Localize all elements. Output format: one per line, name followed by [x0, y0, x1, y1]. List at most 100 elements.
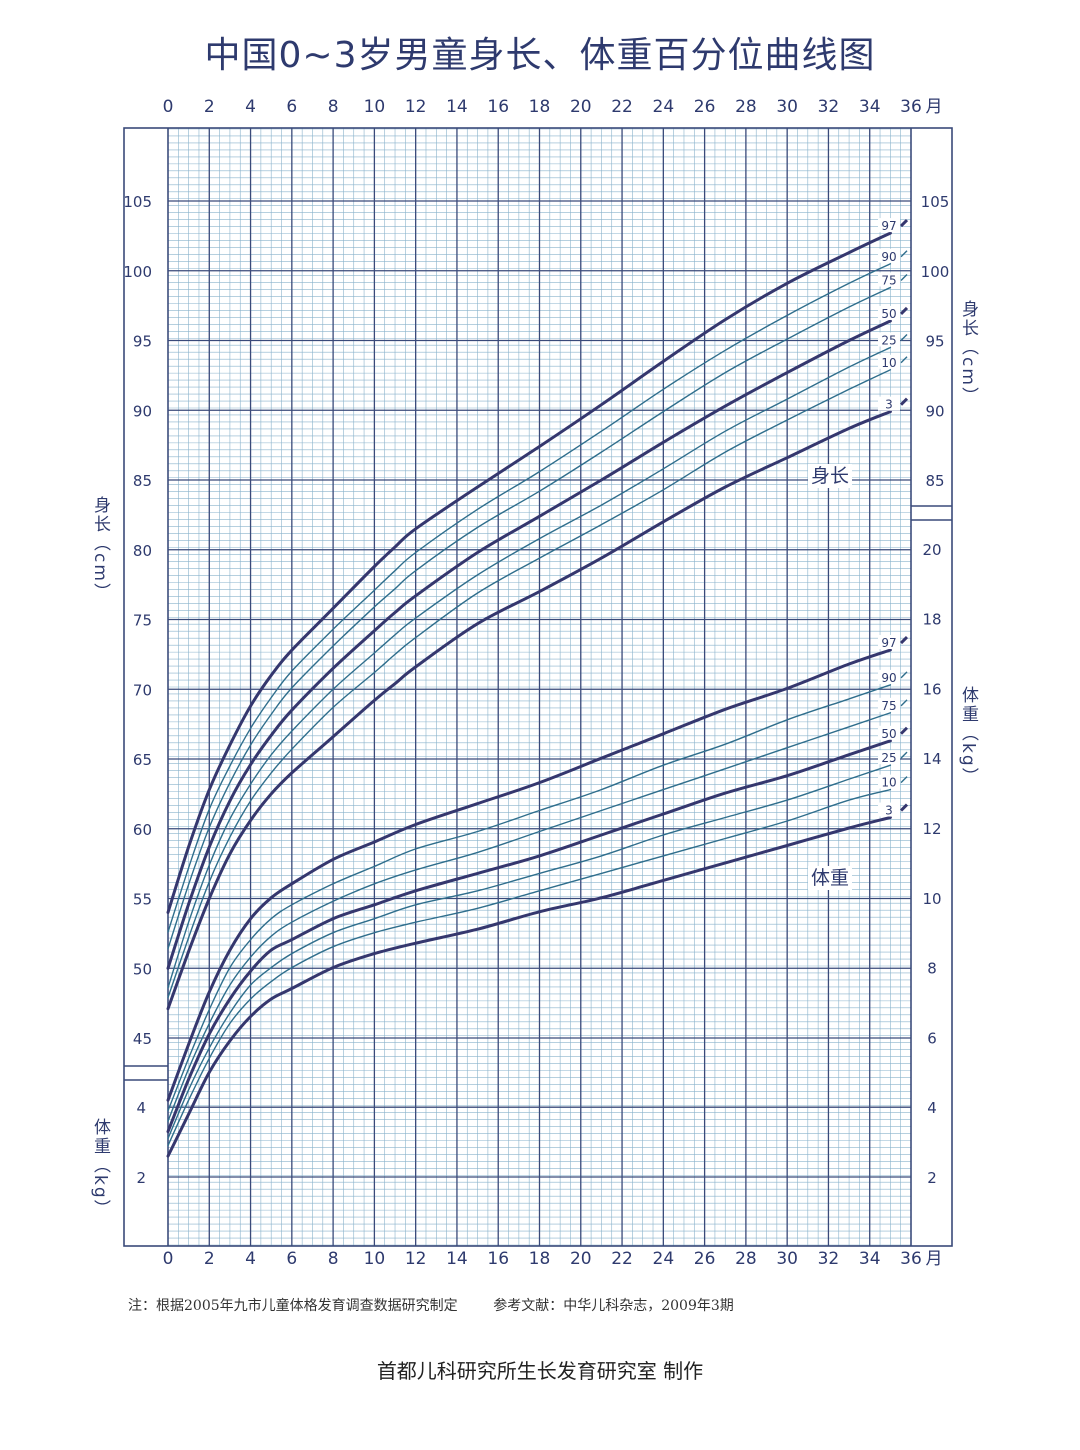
- length-curve-tail: [900, 250, 908, 258]
- chart-border: [123, 127, 953, 1247]
- x-tick-label-top: 22: [611, 97, 633, 117]
- weight-percentile-label: 90: [881, 671, 896, 685]
- x-tick-label-bottom: 30: [776, 1249, 798, 1269]
- length-tick-label-left: 85: [133, 472, 152, 490]
- length-curve-tail: [900, 333, 908, 341]
- length-tick-label-left: 90: [133, 402, 152, 420]
- x-tick-label-top: 2: [204, 97, 215, 117]
- weight-curve-tail: [900, 776, 908, 784]
- weight-curve-tail: [900, 699, 908, 707]
- weight-curve-tail: [899, 635, 909, 645]
- weight-curve-label-bg: [808, 866, 852, 890]
- length-label-bg: [878, 305, 900, 320]
- length-label-bg: [878, 272, 900, 287]
- length-tick-label-right: 95: [925, 333, 944, 351]
- x-tick-label-top: 34: [859, 97, 881, 117]
- chart-title: 中国0~3岁男童身长、体重百分位曲线图: [204, 35, 876, 76]
- weight-tick-label-right: 8: [927, 960, 937, 978]
- x-tick-label-top: 14: [446, 97, 468, 117]
- x-unit-label: 月: [926, 1249, 943, 1269]
- length-tick-label-right: 85: [925, 472, 944, 490]
- growth-chart: 0022446688101012121414161618182020222224…: [90, 97, 979, 1269]
- weight-curve-tail: [900, 751, 908, 759]
- weight-tick-label-right: 2: [927, 1169, 937, 1187]
- length-label-bg: [878, 332, 900, 347]
- weight-label-bg: [878, 697, 900, 712]
- x-tick-label-bottom: 22: [611, 1249, 633, 1269]
- x-tick-label-top: 6: [286, 97, 297, 117]
- x-tick-label-bottom: 16: [487, 1249, 509, 1269]
- weight-curve-label: 体重: [811, 867, 849, 889]
- length-tick-label-right: 100: [921, 263, 950, 281]
- weight-tick-label-right: 12: [922, 820, 941, 838]
- footnote: 注：根据2005年九市儿童体格发育调查数据研究制定 参考文献：中华儿科杂志，20…: [128, 1298, 734, 1314]
- length-curve-label-bg: [808, 464, 852, 488]
- x-tick-label-top: 18: [529, 97, 551, 117]
- weight-percentile-label: 3: [885, 804, 893, 818]
- x-tick-label-bottom: 4: [245, 1249, 256, 1269]
- length-label-bg: [878, 218, 900, 233]
- axis-ticks: 0022446688101012121414161618182020222224…: [123, 97, 949, 1269]
- weight-curve-tail: [899, 726, 909, 735]
- length-curve-tail: [899, 306, 909, 316]
- weight-axis-title-right: 体重（kg）: [958, 686, 979, 787]
- length-curve-tail: [900, 356, 908, 364]
- length-percentile-label: 3: [885, 398, 893, 412]
- x-tick-label-bottom: 28: [735, 1249, 757, 1269]
- x-tick-label-top: 10: [364, 97, 386, 117]
- length-label-bg: [878, 354, 900, 369]
- weight-label-bg: [878, 669, 900, 684]
- weight-label-bg: [878, 725, 900, 740]
- x-tick-label-bottom: 10: [364, 1249, 386, 1269]
- weight-percentile-label: 25: [881, 751, 896, 765]
- weight-axis-title-left: 体重（kg）: [90, 1118, 111, 1219]
- weight-percentile-label: 10: [881, 776, 896, 790]
- x-unit-label: 月: [926, 97, 943, 117]
- credit-line: 首都儿科研究所生长发育研究室 制作: [376, 1359, 704, 1383]
- length-label-bg: [878, 396, 900, 411]
- x-tick-label-bottom: 6: [286, 1249, 297, 1269]
- x-tick-label-bottom: 2: [204, 1249, 215, 1269]
- weight-tick-label-right: 6: [927, 1029, 937, 1047]
- length-tick-label-left: 70: [133, 681, 152, 699]
- weight-percentile-label: 50: [881, 727, 896, 741]
- weight-tick-label-right: 16: [922, 680, 941, 698]
- x-tick-label-top: 4: [245, 97, 256, 117]
- length-curve-p97: [166, 231, 892, 914]
- weight-curve-p50: [166, 739, 892, 1134]
- x-tick-label-top: 28: [735, 97, 757, 117]
- x-tick-label-bottom: 18: [529, 1249, 551, 1269]
- length-tick-label-left: 100: [123, 263, 152, 281]
- chart-frame: [123, 127, 953, 1247]
- length-label-bg: [878, 248, 900, 263]
- x-tick-label-bottom: 14: [446, 1249, 468, 1269]
- weight-percentile-label: 75: [881, 699, 896, 713]
- length-percentile-label: 25: [881, 333, 896, 347]
- x-tick-label-top: 8: [328, 97, 339, 117]
- length-axis-title-right: 身长（cm）: [958, 300, 979, 406]
- length-tick-label-left: 80: [133, 542, 152, 560]
- length-percentile-label: 50: [881, 307, 896, 321]
- length-percentile-label: 97: [881, 219, 896, 233]
- length-tick-label-left: 65: [133, 751, 152, 769]
- weight-tick-label-right: 20: [922, 541, 941, 559]
- x-tick-label-bottom: 8: [328, 1249, 339, 1269]
- length-tick-label-left: 75: [133, 612, 152, 630]
- length-percentile-label: 90: [881, 250, 896, 264]
- x-tick-label-bottom: 36: [900, 1249, 922, 1269]
- length-tick-label-left: 95: [133, 333, 152, 351]
- weight-tick-label-left: 2: [136, 1169, 146, 1187]
- x-tick-label-top: 30: [776, 97, 798, 117]
- x-tick-label-bottom: 32: [818, 1249, 840, 1269]
- weight-label-bg: [878, 802, 900, 817]
- length-curve-p10: [167, 369, 892, 999]
- length-tick-label-left: 105: [123, 193, 152, 211]
- x-tick-label-bottom: 34: [859, 1249, 881, 1269]
- x-tick-label-top: 12: [405, 97, 427, 117]
- weight-tick-label-right: 4: [927, 1099, 937, 1117]
- length-percentile-label: 75: [881, 273, 896, 287]
- weight-curve-tail: [899, 803, 909, 812]
- x-tick-label-top: 26: [694, 97, 716, 117]
- length-tick-label-left: 55: [133, 891, 152, 909]
